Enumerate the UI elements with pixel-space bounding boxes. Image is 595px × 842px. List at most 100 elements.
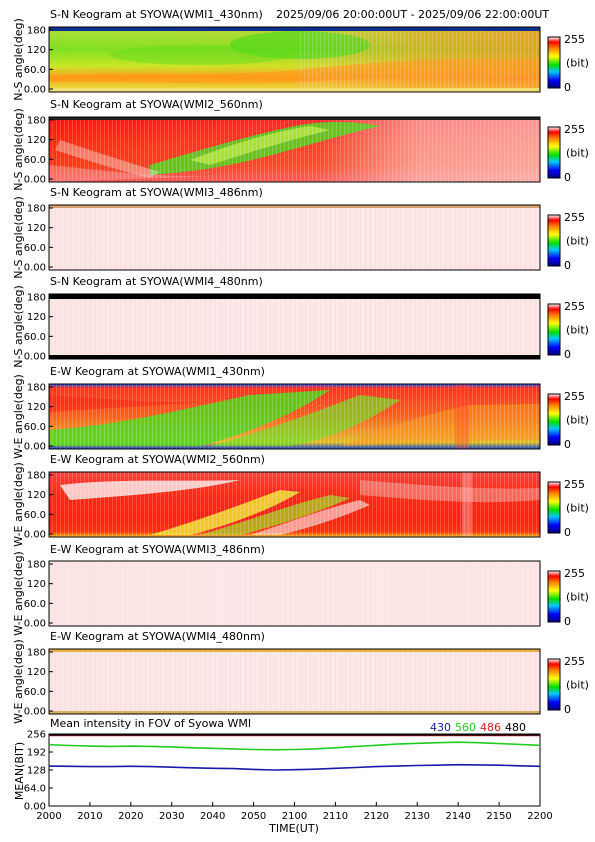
colorbar-max-label: 255 — [564, 655, 585, 668]
series-line-560 — [48, 741, 541, 751]
y-axis-label: N-S angle(deg) — [12, 18, 25, 101]
colorbar-min-label: 0 — [564, 703, 571, 716]
colorbar-min-label: 0 — [564, 615, 571, 628]
y-axis-label: W-E angle(deg) — [12, 374, 25, 459]
y-tick-label: 192 — [27, 748, 46, 759]
colorbar-unit-label: (bit) — [566, 147, 589, 160]
keogram-panel-ew-486: E-W Keogram at SYOWA(WMI3_486nm) — [48, 543, 541, 627]
y-tick-label: 0.00 — [24, 707, 46, 718]
y-tick-label: 60.0 — [24, 155, 46, 166]
colorbar — [547, 214, 561, 267]
legend-480: 480 — [505, 721, 526, 734]
colorbar-unit-label: (bit) — [566, 324, 589, 337]
y-tick-label: 0.00 — [24, 442, 46, 453]
panel-title: S-N Keogram at SYOWA(WMI4_480nm) — [50, 275, 263, 288]
keogram-panel-ew-480: E-W Keogram at SYOWA(WMI4_480nm) — [48, 630, 541, 715]
panel-title: S-N Keogram at SYOWA(WMI1_430nm) — [50, 8, 263, 21]
y-tick-label: 128 — [27, 766, 46, 777]
y-tick-label: 0.00 — [24, 85, 46, 96]
x-axis-label: TIME(UT) — [268, 822, 319, 835]
colorbar — [547, 481, 561, 534]
y-tick-label: 60.0 — [24, 332, 46, 343]
colorbar — [547, 570, 561, 623]
colorbar-max-label: 255 — [564, 211, 585, 224]
y-tick-label: 180 — [27, 293, 46, 304]
colorbar-unit-label: (bit) — [566, 502, 589, 515]
y-axis-label: N-S angle(deg) — [12, 108, 25, 191]
colorbar-min-label: 0 — [564, 438, 571, 451]
y-tick-label: 60.0 — [24, 510, 46, 521]
x-tick-label: 2010 — [77, 811, 102, 822]
y-tick-label: 0.00 — [24, 802, 46, 813]
keogram-panel-sn-486: S-N Keogram at SYOWA(WMI3_486nm) — [48, 186, 541, 271]
keogram-panel-sn-480: S-N Keogram at SYOWA(WMI4_480nm) — [48, 275, 541, 360]
y-tick-label: 120 — [27, 667, 46, 678]
y-tick-label: 120 — [27, 490, 46, 501]
colorbar — [547, 36, 561, 89]
colorbar-unit-label: (bit) — [566, 414, 589, 427]
colorbar — [547, 303, 561, 356]
panel-title: S-N Keogram at SYOWA(WMI3_486nm) — [50, 186, 263, 199]
y-tick-label: 120 — [27, 312, 46, 323]
time-range: 2025/09/06 20:00:00UT - 2025/09/06 22:00… — [276, 8, 549, 21]
y-tick-label: 64.0 — [24, 784, 46, 795]
y-axis-label: N-S angle(deg) — [12, 285, 25, 368]
x-tick-label: 2130 — [405, 811, 430, 822]
legend-486: 486 — [480, 721, 501, 734]
colorbar-max-label: 255 — [564, 478, 585, 491]
y-tick-label: 180 — [27, 116, 46, 127]
x-tick-label: 2200 — [527, 811, 552, 822]
y-tick-label: 60.0 — [24, 65, 46, 76]
colorbar — [547, 658, 561, 711]
series-line-430 — [48, 763, 541, 771]
y-axis-label: W-E angle(deg) — [12, 462, 25, 547]
y-tick-label: 180 — [27, 560, 46, 571]
colorbar-max-label: 255 — [564, 390, 585, 403]
x-tick-label: 2150 — [486, 811, 511, 822]
x-tick-label: 2040 — [200, 811, 225, 822]
panel-title: E-W Keogram at SYOWA(WMI3_486nm) — [50, 543, 265, 556]
colorbar-unit-label: (bit) — [566, 235, 589, 248]
colorbar-max-label: 255 — [564, 123, 585, 136]
y-tick-label: 120 — [27, 135, 46, 146]
colorbar-unit-label: (bit) — [566, 57, 589, 70]
x-tick-label: 2030 — [159, 811, 184, 822]
x-tick-label: 2120 — [364, 811, 389, 822]
y-tick-label: 180 — [27, 648, 46, 659]
chart-title: Mean intensity in FOV of Syowa WMI — [50, 717, 251, 730]
x-tick-label: 2050 — [241, 811, 266, 822]
colorbar-min-label: 0 — [564, 171, 571, 184]
y-tick-label: 180 — [27, 471, 46, 482]
x-tick-label: 2110 — [323, 811, 348, 822]
y-tick-label: 0.00 — [24, 530, 46, 541]
colorbar-max-label: 255 — [564, 33, 585, 46]
colorbar — [547, 393, 561, 446]
panel-title: E-W Keogram at SYOWA(WMI1_430nm) — [50, 365, 265, 378]
x-tick-label: 2000 — [36, 811, 61, 822]
colorbar-unit-label: (bit) — [566, 679, 589, 692]
legend-430: 430 — [430, 721, 451, 734]
y-axis-label: W-E angle(deg) — [12, 551, 25, 636]
y-tick-label: 120 — [27, 579, 46, 590]
colorbar — [547, 126, 561, 179]
panel-title: E-W Keogram at SYOWA(WMI2_560nm) — [50, 453, 265, 466]
keogram-panel-ew-430: E-W Keogram at SYOWA(WMI1_430nm) — [48, 365, 541, 450]
y-tick-label: 60.0 — [24, 687, 46, 698]
panel-title: S-N Keogram at SYOWA(WMI2_560nm) — [50, 98, 263, 111]
y-tick-label: 0.00 — [24, 619, 46, 630]
y-axis-label: MEAN(BIT) — [13, 742, 26, 800]
colorbar-min-label: 0 — [564, 526, 571, 539]
keogram-panel-ew-560: E-W Keogram at SYOWA(WMI2_560nm) — [48, 453, 541, 538]
y-tick-label: 60.0 — [24, 599, 46, 610]
legend-560: 560 — [455, 721, 476, 734]
x-tick-label: 2140 — [445, 811, 470, 822]
y-tick-label: 120 — [27, 45, 46, 56]
colorbar-max-label: 255 — [564, 567, 585, 580]
colorbar-min-label: 0 — [564, 348, 571, 361]
y-tick-label: 0.00 — [24, 352, 46, 363]
y-tick-label: 0.00 — [24, 175, 46, 186]
y-tick-label: 120 — [27, 223, 46, 234]
